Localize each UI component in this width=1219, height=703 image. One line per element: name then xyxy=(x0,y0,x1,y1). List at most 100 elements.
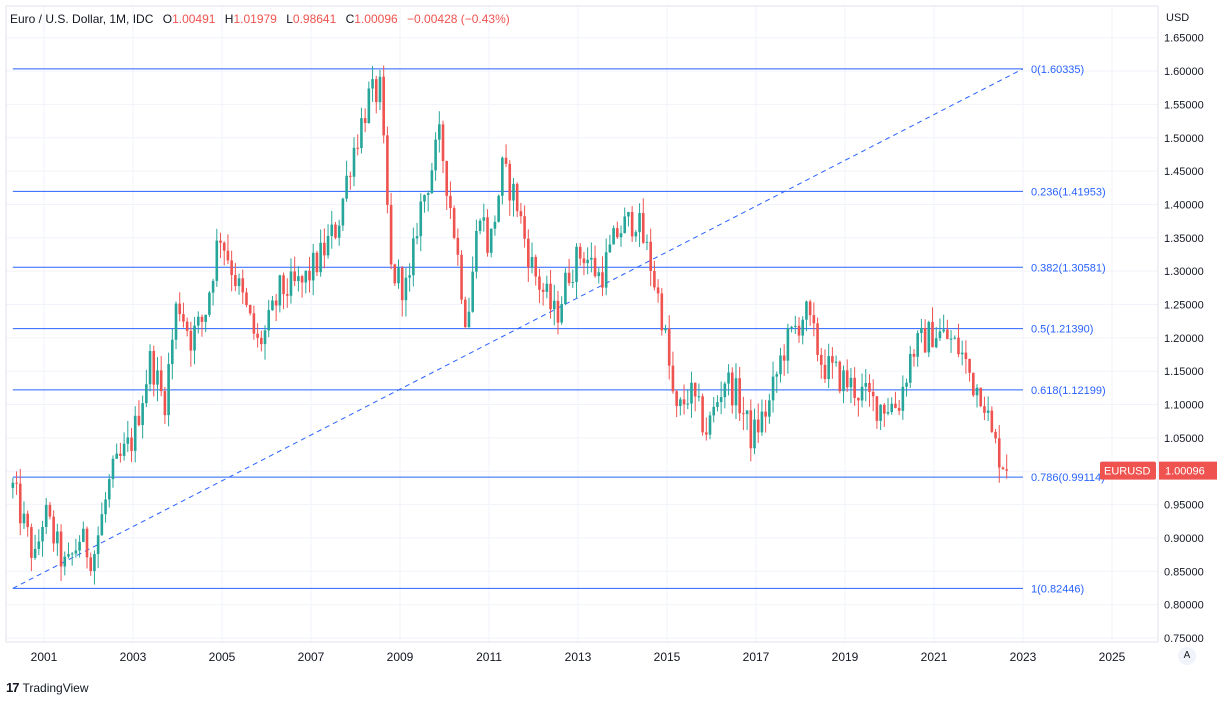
x-tick-label: 2011 xyxy=(476,650,502,664)
candle-body xyxy=(378,76,382,103)
candle-body xyxy=(504,157,508,164)
candle-body xyxy=(927,321,931,353)
candle-body xyxy=(664,328,667,331)
candle-body xyxy=(452,208,456,238)
candle-body xyxy=(345,175,348,199)
candle-body xyxy=(779,355,782,375)
candle-body xyxy=(260,337,263,345)
candle-body xyxy=(549,283,552,310)
x-tick-label: 2013 xyxy=(565,650,592,664)
candle-body xyxy=(567,272,571,284)
candle-body xyxy=(282,275,285,295)
candle-body xyxy=(823,364,827,380)
y-tick-label: 1.30000 xyxy=(1164,266,1204,278)
legend-high-label: H xyxy=(224,12,234,26)
brand-name: TradingView xyxy=(22,680,89,695)
candle-body xyxy=(478,220,482,231)
candle-body xyxy=(456,237,460,255)
candle-body xyxy=(319,242,322,273)
candle-body xyxy=(167,364,170,416)
fib-level-label: 0.786(0.99114) xyxy=(1031,472,1105,484)
candle-body xyxy=(349,175,352,177)
candle-body xyxy=(156,370,159,385)
candle-body xyxy=(578,246,582,259)
candle-body xyxy=(460,254,463,300)
axis-unit: USD xyxy=(1166,12,1190,24)
candle-body xyxy=(482,217,486,221)
candle-body xyxy=(612,228,615,245)
candle-body xyxy=(831,356,834,363)
legend-change: −0.00428 (−0.43%) xyxy=(407,12,510,26)
candle-body xyxy=(734,378,738,406)
candle-body xyxy=(764,411,767,417)
candle-body xyxy=(875,396,879,421)
candle-body xyxy=(901,386,905,411)
candle-body xyxy=(397,267,400,284)
candle-body xyxy=(697,396,701,398)
candle-body xyxy=(653,270,656,288)
candle-body xyxy=(723,383,727,398)
candle-body xyxy=(159,370,163,392)
y-tick-label: 1.10000 xyxy=(1164,400,1204,412)
x-tick-label: 2019 xyxy=(832,650,859,664)
candle-body xyxy=(753,419,756,449)
candle-body xyxy=(957,337,960,355)
candle-body xyxy=(656,287,660,294)
candle-body xyxy=(897,407,901,411)
candle-body xyxy=(497,195,500,222)
candle-body xyxy=(126,437,130,444)
candle-body xyxy=(248,305,252,314)
candle-body xyxy=(953,337,957,339)
candle-body xyxy=(48,504,52,517)
candle-body xyxy=(871,391,875,397)
y-tick-label: 1.60000 xyxy=(1164,66,1204,78)
candle-body xyxy=(623,216,627,234)
candle-body xyxy=(278,275,282,306)
candle-body xyxy=(990,410,994,432)
candle-body xyxy=(560,304,563,323)
fibonacci-retracement[interactable]: 0(1.60335) 0.236(1.41953) 0.382(1.30581) 0.… xyxy=(12,64,1106,596)
candle-body xyxy=(85,528,89,558)
y-tick-label: 0.90000 xyxy=(1164,533,1204,545)
candle-body xyxy=(334,224,337,238)
chart-grid xyxy=(6,6,1158,642)
candle-body xyxy=(152,351,156,385)
y-tick-label: 1.25000 xyxy=(1164,300,1204,312)
x-tick-label: 2005 xyxy=(209,650,236,664)
candle-body xyxy=(193,325,196,351)
candle-body xyxy=(686,403,690,405)
candle-body xyxy=(782,355,786,361)
candle-body xyxy=(274,300,278,306)
candle-body xyxy=(208,292,211,315)
x-tick-label: 2015 xyxy=(654,650,681,664)
candle-body xyxy=(775,374,779,377)
candle-body xyxy=(82,528,85,542)
fib-level-label: 0(1.60335) xyxy=(1031,64,1084,76)
y-tick-label: 0.85000 xyxy=(1164,566,1204,578)
candle-body xyxy=(827,356,830,380)
candle-body xyxy=(816,323,819,355)
candle-body xyxy=(552,300,556,310)
candle-body xyxy=(222,242,226,251)
candle-body xyxy=(267,310,271,331)
candle-body xyxy=(849,377,853,388)
fib-level-label: 0.236(1.41953) xyxy=(1031,186,1106,198)
candle-body xyxy=(634,232,638,237)
candle-body xyxy=(675,391,678,407)
candle-body xyxy=(845,370,849,388)
candle-body xyxy=(575,246,578,283)
candle-body xyxy=(946,329,949,339)
candle-body xyxy=(37,541,41,549)
candle-body xyxy=(26,513,29,528)
candle-body xyxy=(842,370,845,392)
candle-body xyxy=(360,118,363,149)
candle-body xyxy=(289,271,293,296)
candle-body xyxy=(819,354,823,365)
candle-body xyxy=(923,327,927,353)
badge-value: 1.00096 xyxy=(1165,466,1205,478)
candle-body xyxy=(682,399,686,405)
auto-scale-button[interactable]: A xyxy=(1178,647,1196,665)
candle-body xyxy=(226,250,230,261)
candle-body xyxy=(760,411,764,433)
